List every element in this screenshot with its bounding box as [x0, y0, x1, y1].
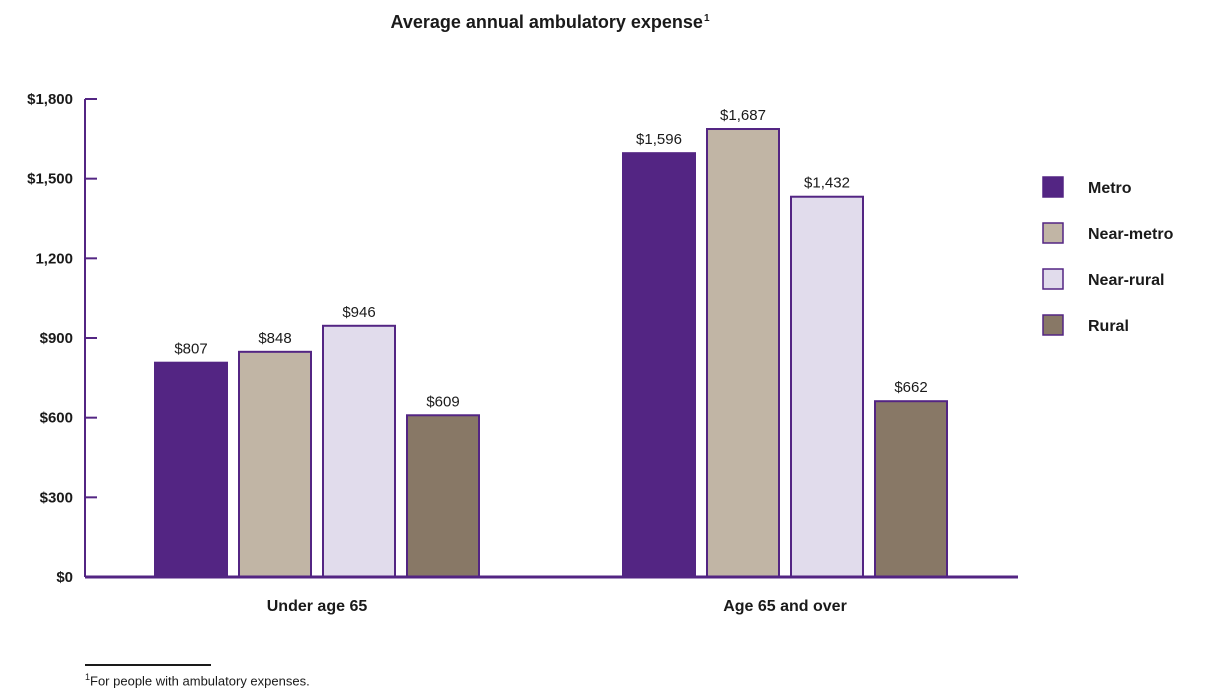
- x-category-label: Under age 65: [267, 598, 368, 615]
- legend-swatch: [1042, 268, 1064, 290]
- footnote-mark: 1: [85, 672, 91, 682]
- x-category-label: Age 65 and over: [723, 598, 847, 615]
- bar-near-rural: [322, 324, 396, 579]
- y-tick-label: $300: [40, 489, 73, 506]
- y-tick-label: 1,200: [35, 250, 73, 267]
- data-label: $609: [426, 393, 459, 410]
- data-label: $1,432: [804, 175, 850, 192]
- footnote-rule: [85, 664, 211, 666]
- y-tick-label: $1,800: [27, 91, 73, 108]
- y-tick-label: $1,500: [27, 171, 73, 188]
- legend-label: Rural: [1088, 318, 1129, 335]
- footnote: 1For people with ambulatory expenses.: [85, 672, 310, 688]
- legend-swatch: [1042, 222, 1064, 244]
- bar-near-rural: [790, 195, 864, 578]
- data-label: $1,687: [720, 107, 766, 124]
- bar-rural: [406, 414, 480, 578]
- bar-metro: [154, 361, 228, 578]
- legend-swatch: [1042, 314, 1064, 336]
- y-tick-label: $0: [56, 569, 73, 586]
- y-tick-label: $900: [40, 330, 73, 347]
- y-tick-label: $600: [40, 410, 73, 427]
- bar-metro: [622, 152, 696, 578]
- data-label: $848: [258, 330, 291, 347]
- footnote-text: For people with ambulatory expenses.: [90, 673, 310, 689]
- bar-chart: $0 $300 $600 $900 1,200 $1,500 $1,800 $807 $848 $…: [27, 91, 1174, 615]
- data-label: $807: [174, 341, 207, 358]
- bar-rural: [874, 400, 948, 578]
- bar-near-metro: [238, 350, 312, 579]
- chart-title-text: Average annual ambulatory expense: [390, 12, 703, 32]
- legend-swatch: [1042, 176, 1064, 198]
- chart-title: Average annual ambulatory expense1: [0, 12, 1100, 33]
- data-label: $662: [894, 379, 927, 396]
- legend-label: Metro: [1088, 180, 1132, 197]
- bar-near-metro: [706, 128, 780, 578]
- title-footnote-mark: 1: [703, 13, 710, 24]
- legend-label: Near-metro: [1088, 226, 1174, 243]
- data-label: $946: [342, 304, 375, 321]
- data-label: $1,596: [636, 131, 682, 148]
- legend-label: Near-rural: [1088, 272, 1164, 289]
